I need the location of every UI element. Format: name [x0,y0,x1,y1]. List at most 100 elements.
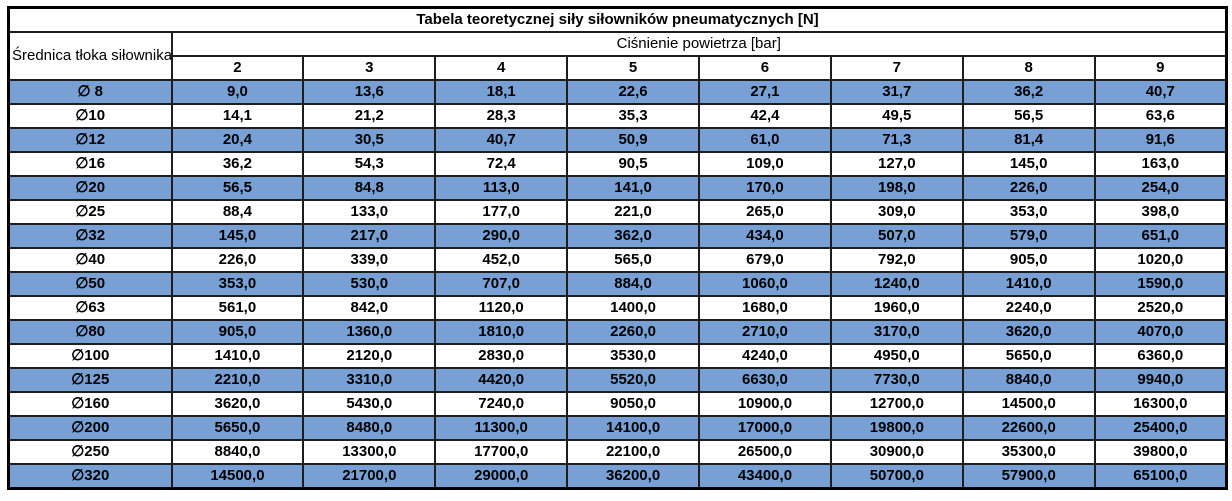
force-cell: 226,0 [961,175,1096,201]
force-cell: 7240,0 [434,391,569,417]
force-cell: 113,0 [434,175,569,201]
force-cell: 9,0 [170,79,305,105]
force-cell: 42,4 [698,103,832,129]
force-cell: 39800,0 [1093,439,1228,465]
pressure-header: 8 [961,55,1096,81]
force-cell: 21,2 [302,103,437,129]
force-cell: 88,4 [170,199,305,225]
force-cell: 3620,0 [961,319,1096,345]
force-cell: 5430,0 [302,391,437,417]
force-cell: 905,0 [961,247,1096,273]
pressure-header: 6 [698,55,832,81]
force-cell: 217,0 [302,223,437,249]
force-cell: 884,0 [566,271,700,297]
diameter-cell: ∅ 8 [7,79,173,105]
force-cell: 11300,0 [434,415,569,441]
force-cell: 579,0 [961,223,1096,249]
force-cell: 1060,0 [698,271,832,297]
force-cell: 353,0 [170,271,305,297]
diameter-cell: ∅32 [7,223,173,249]
force-cell: 2210,0 [170,367,305,393]
force-cell: 1960,0 [829,295,964,321]
force-cell: 6360,0 [1093,343,1228,369]
table-row: ∅32 145,0 217,0 290,0 362,0 434,0 507,0 579,0 65… [7,223,1228,249]
force-cell: 20,4 [170,127,305,153]
pressure-header: 2 [170,55,305,81]
pressure-header: 4 [434,55,569,81]
force-cell: 29000,0 [434,463,569,490]
force-cell: 221,0 [566,199,700,225]
force-cell: 4420,0 [434,367,569,393]
force-cell: 30,5 [302,127,437,153]
force-cell: 145,0 [170,223,305,249]
table-row: ∅40 226,0 339,0 452,0 565,0 679,0 792,0 905,0 10… [7,247,1228,273]
pressure-header: 7 [829,55,964,81]
force-cell: 434,0 [698,223,832,249]
force-cell: 2710,0 [698,319,832,345]
force-cell: 133,0 [302,199,437,225]
force-cell: 5520,0 [566,367,700,393]
force-cell: 1360,0 [302,319,437,345]
diameter-cell: ∅10 [7,103,173,129]
force-cell: 14500,0 [170,463,305,490]
force-cell: 177,0 [434,199,569,225]
force-cell: 13300,0 [302,439,437,465]
table-row: ∅20 56,5 84,8 113,0 141,0 170,0 198,0 226,0 254,… [7,175,1228,201]
pressure-header: 5 [566,55,700,81]
table-row: ∅80 905,0 1360,0 1810,0 2260,0 2710,0 3170,0 36… [7,319,1228,345]
force-cell: 226,0 [170,247,305,273]
force-cell: 1240,0 [829,271,964,297]
diameter-cell: ∅160 [7,391,173,417]
force-cell: 561,0 [170,295,305,321]
force-cell: 3310,0 [302,367,437,393]
table-body: ∅ 8 9,0 13,6 18,1 22,6 27,1 31,7 36,2 40,7 ∅10 14,… [7,79,1228,490]
table-title: Tabela teoretycznej siły siłowników pneu… [7,6,1228,33]
table-row: ∅200 5650,0 8480,0 11300,0 14100,0 17000,0 198… [7,415,1228,441]
force-cell: 2520,0 [1093,295,1228,321]
force-cell: 1410,0 [170,343,305,369]
force-cell: 56,5 [961,103,1096,129]
force-cell: 2260,0 [566,319,700,345]
force-cell: 3530,0 [566,343,700,369]
force-cell: 290,0 [434,223,569,249]
diameter-cell: ∅40 [7,247,173,273]
force-cell: 17000,0 [698,415,832,441]
force-cell: 36,2 [961,79,1096,105]
force-cell: 905,0 [170,319,305,345]
force-cell: 21700,0 [302,463,437,490]
force-cell: 2120,0 [302,343,437,369]
title-row: Tabela teoretycznej siły siłowników pneu… [7,6,1228,33]
force-cell: 452,0 [434,247,569,273]
force-cell: 35,3 [566,103,700,129]
diameter-cell: ∅20 [7,175,173,201]
force-cell: 339,0 [302,247,437,273]
force-cell: 198,0 [829,175,964,201]
pressure-group-header: Ciśnienie powietrza [bar] [170,31,1228,57]
force-cell: 18,1 [434,79,569,105]
force-cell: 1680,0 [698,295,832,321]
force-cell: 707,0 [434,271,569,297]
force-cell: 81,4 [961,127,1096,153]
force-cell: 651,0 [1093,223,1228,249]
diameter-cell: ∅25 [7,199,173,225]
force-cell: 12700,0 [829,391,964,417]
force-cell: 5650,0 [961,343,1096,369]
diameter-cell: ∅250 [7,439,173,465]
force-cell: 31,7 [829,79,964,105]
table-row: ∅63 561,0 842,0 1120,0 1400,0 1680,0 1960,0 224… [7,295,1228,321]
force-cell: 14500,0 [961,391,1096,417]
force-cell: 22600,0 [961,415,1096,441]
force-cell: 49,5 [829,103,964,129]
force-cell: 170,0 [698,175,832,201]
diameter-cell: ∅320 [7,463,173,490]
diameter-column-header: Średnica tłoka siłownika [7,31,173,81]
force-cell: 56,5 [170,175,305,201]
force-cell: 72,4 [434,151,569,177]
diameter-cell: ∅125 [7,367,173,393]
table-row: ∅160 3620,0 5430,0 7240,0 9050,0 10900,0 12700… [7,391,1228,417]
force-cell: 163,0 [1093,151,1228,177]
table-row: ∅250 8840,0 13300,0 17700,0 22100,0 26500,0 30… [7,439,1228,465]
force-cell: 14100,0 [566,415,700,441]
table-row: ∅125 2210,0 3310,0 4420,0 5520,0 6630,0 7730,0… [7,367,1228,393]
force-cell: 5650,0 [170,415,305,441]
